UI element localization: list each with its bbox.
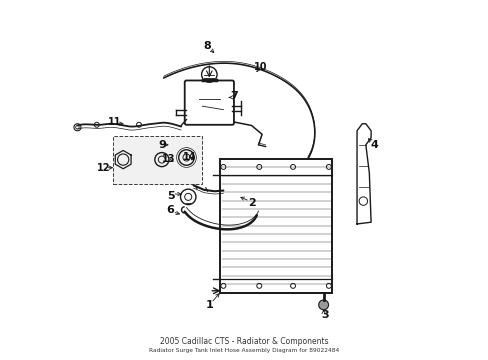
Text: 7: 7 [230,91,237,100]
Text: 1: 1 [205,300,213,310]
Text: 11: 11 [107,117,121,127]
Text: 13: 13 [162,154,175,164]
Text: 12: 12 [97,163,110,173]
Bar [112,136,202,184]
Text: 6: 6 [166,205,174,215]
Text: 10: 10 [253,63,266,72]
Text: Radiator Surge Tank Inlet Hose Assembly Diagram for 89022484: Radiator Surge Tank Inlet Hose Assembly … [149,348,339,353]
Text: 2005 Cadillac CTS - Radiator & Components: 2005 Cadillac CTS - Radiator & Component… [160,337,328,346]
Text: 14: 14 [183,152,196,162]
Text: 2: 2 [247,198,255,208]
Circle shape [318,300,328,310]
Text: 8: 8 [203,41,211,51]
Text: 5: 5 [166,191,174,201]
Text: 3: 3 [321,310,328,320]
Bar [220,159,332,293]
Text: 4: 4 [370,140,378,150]
Text: 9: 9 [158,140,165,150]
